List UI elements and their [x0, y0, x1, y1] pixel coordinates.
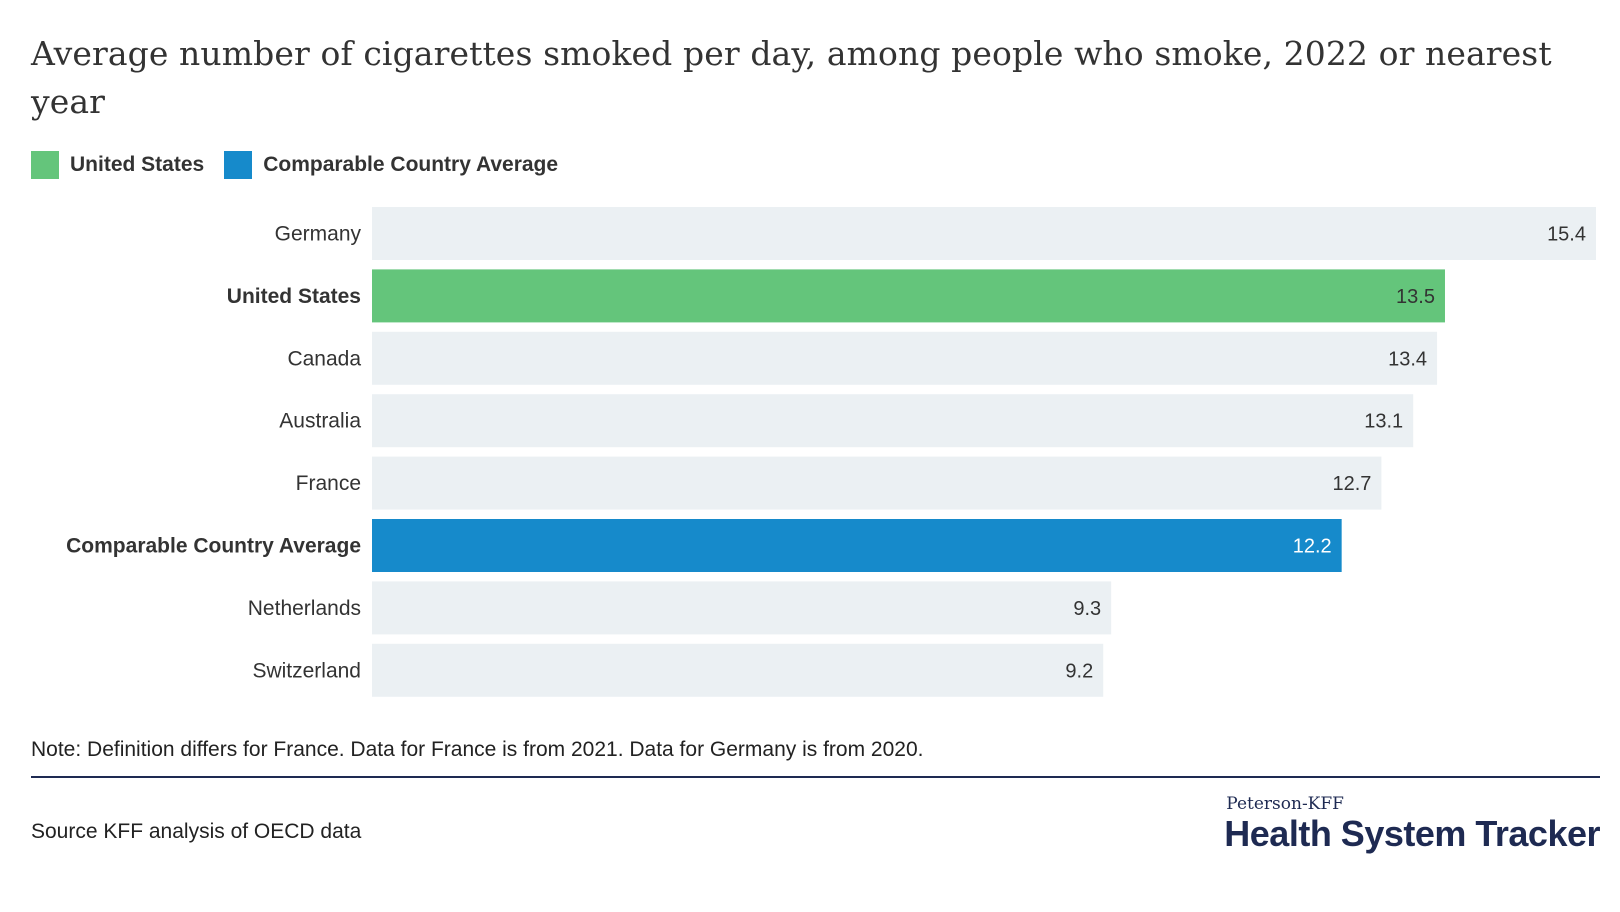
bar-germany: [372, 207, 1596, 260]
chart-legend: United States Comparable Country Average: [31, 150, 578, 180]
value-label-united-states: 13.5: [1396, 286, 1435, 308]
footer-divider: [31, 776, 1600, 778]
legend-swatch-comparable-country-average: [224, 151, 253, 179]
legend-swatch-united-states: [31, 151, 59, 179]
logo-main-text: Health System Tracker: [1224, 813, 1600, 854]
value-label-france: 12.7: [1332, 473, 1371, 495]
category-label-switzerland: Switzerland: [252, 659, 361, 682]
legend-item-comparable-country-average: Comparable Country Average: [224, 151, 558, 179]
bar-switzerland: [372, 643, 1104, 697]
bar-united-states: [372, 269, 1445, 323]
value-label-canada: 13.4: [1388, 348, 1427, 370]
category-label-comparable-country-average: Comparable Country Average: [66, 535, 361, 558]
category-label-france: France: [296, 472, 361, 495]
category-label-netherlands: Netherlands: [248, 597, 361, 620]
bar-australia: [372, 394, 1414, 448]
bar-netherlands: [372, 581, 1112, 635]
legend-label-united-states: United States: [70, 153, 205, 176]
chart-note: Note: Definition differs for France. Dat…: [31, 738, 924, 761]
legend-label-comparable-country-average: Comparable Country Average: [263, 153, 559, 176]
bar-chart: Germany 15.4 United States 13.5 Canada 13.4 Au…: [66, 207, 1596, 697]
category-label-united-states: United States: [227, 285, 361, 308]
chart-title: Average number of cigarettes smoked per …: [31, 34, 1552, 121]
bar-france: [372, 456, 1382, 510]
value-label-switzerland: 9.2: [1065, 660, 1093, 682]
value-label-netherlands: 9.3: [1073, 598, 1101, 620]
category-label-australia: Australia: [279, 410, 361, 433]
category-label-canada: Canada: [287, 347, 361, 370]
brand-logo: Peterson-KFF Health System Tracker: [1224, 794, 1600, 854]
bar-canada: [372, 331, 1438, 385]
chart-source: Source KFF analysis of OECD data: [31, 820, 362, 843]
bar-comparable-country-average: [372, 519, 1342, 572]
value-label-comparable-country-average: 12.2: [1293, 536, 1332, 558]
logo-top-text: Peterson-KFF: [1226, 794, 1344, 814]
value-label-germany: 15.4: [1547, 224, 1586, 246]
category-label-germany: Germany: [275, 223, 362, 246]
value-label-australia: 13.1: [1364, 411, 1403, 433]
legend-item-united-states: United States: [31, 151, 204, 179]
